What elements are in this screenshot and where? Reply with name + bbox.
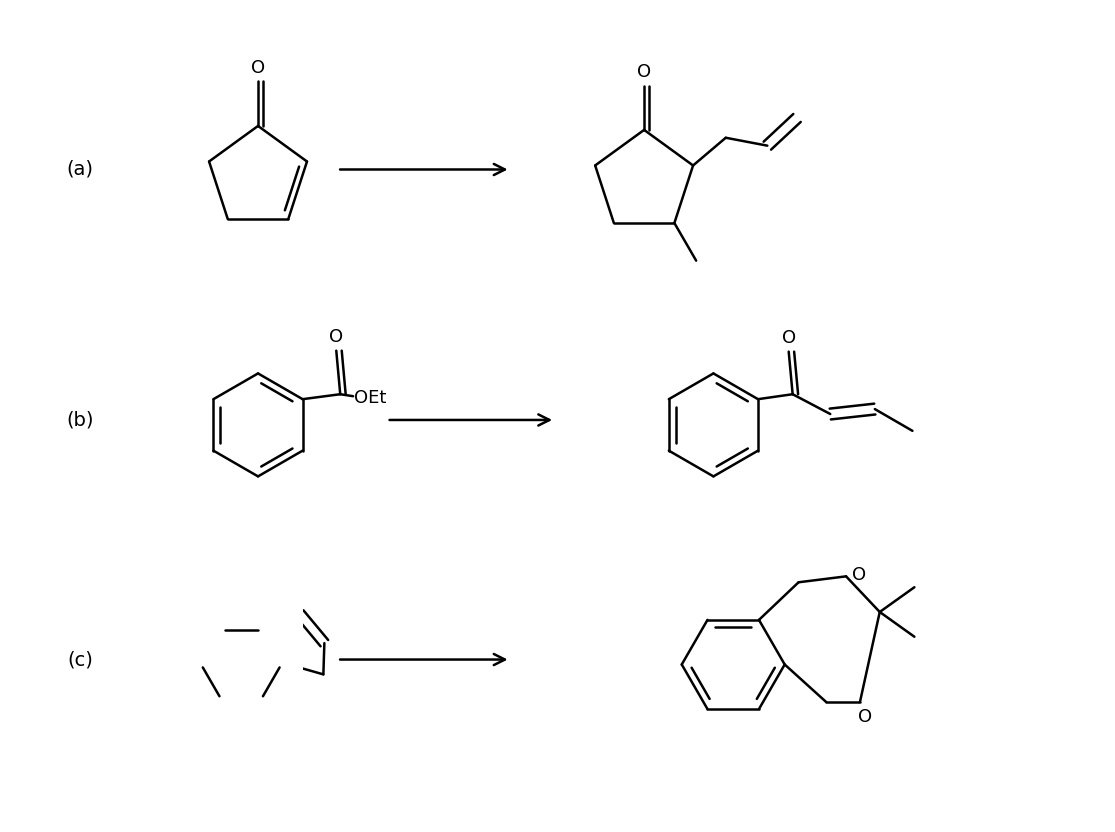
Text: O: O: [857, 708, 872, 726]
Text: O: O: [329, 328, 343, 346]
Text: O: O: [782, 329, 796, 347]
Text: OEt: OEt: [355, 389, 387, 407]
Text: O: O: [637, 63, 651, 82]
Text: (a): (a): [66, 160, 94, 179]
Text: (b): (b): [66, 410, 94, 429]
Text: (c): (c): [67, 650, 93, 669]
Bar: [164, 576, 302, 744]
Text: O: O: [251, 58, 265, 77]
Text: O: O: [852, 567, 866, 584]
